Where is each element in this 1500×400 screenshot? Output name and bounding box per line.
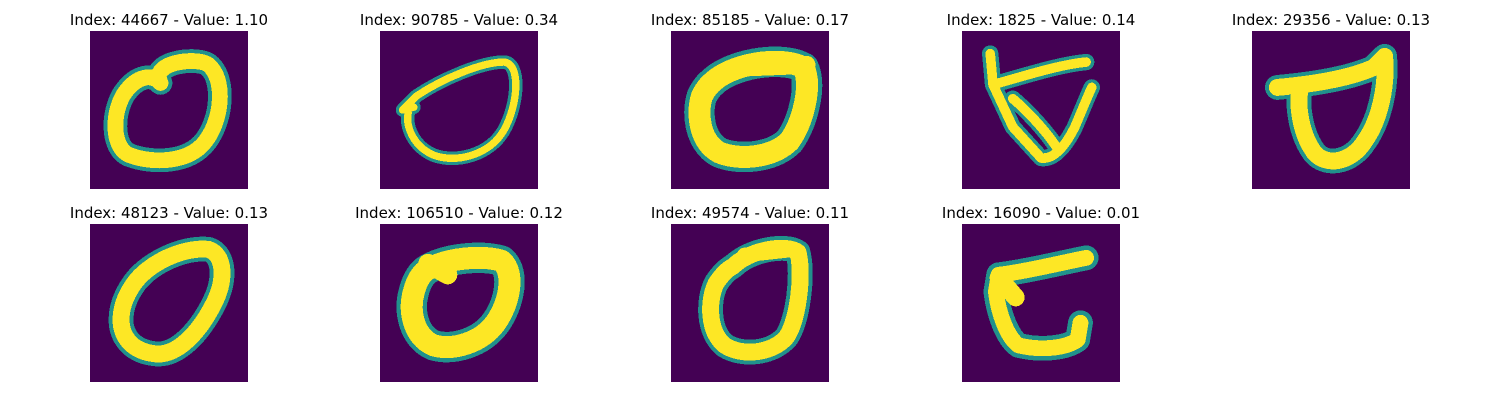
digit-image: [380, 31, 538, 189]
digit-panel-4: Index: 1825 - Value: 0.14: [921, 10, 1161, 196]
panel-title: Index: 29356 - Value: 0.13: [1211, 10, 1451, 30]
digit-panel-8: Index: 49574 - Value: 0.11: [630, 203, 870, 389]
digit-panel-5: Index: 29356 - Value: 0.13: [1211, 10, 1451, 196]
panel-title: Index: 106510 - Value: 0.12: [339, 203, 579, 223]
digit-image: [90, 31, 248, 189]
panel-title: Index: 1825 - Value: 0.14: [921, 10, 1161, 30]
panel-title: Index: 85185 - Value: 0.17: [630, 10, 870, 30]
digit-panel-2: Index: 90785 - Value: 0.34: [339, 10, 579, 196]
panel-title: Index: 90785 - Value: 0.34: [339, 10, 579, 30]
panel-title: Index: 49574 - Value: 0.11: [630, 203, 870, 223]
digit-image: [380, 224, 538, 382]
digit-image: [1252, 31, 1410, 189]
panel-title: Index: 44667 - Value: 1.10: [49, 10, 289, 30]
digit-panel-6: Index: 48123 - Value: 0.13: [49, 203, 289, 389]
panel-title: Index: 16090 - Value: 0.01: [921, 203, 1161, 223]
digit-panel-1: Index: 44667 - Value: 1.10: [49, 10, 289, 196]
panel-title: Index: 48123 - Value: 0.13: [49, 203, 289, 223]
digit-image: [90, 224, 248, 382]
digit-image: [962, 224, 1120, 382]
digit-panel-7: Index: 106510 - Value: 0.12: [339, 203, 579, 389]
digit-image: [671, 224, 829, 382]
digit-image: [962, 31, 1120, 189]
digit-image: [671, 31, 829, 189]
digit-panel-9: Index: 16090 - Value: 0.01: [921, 203, 1161, 389]
digit-panel-3: Index: 85185 - Value: 0.17: [630, 10, 870, 196]
